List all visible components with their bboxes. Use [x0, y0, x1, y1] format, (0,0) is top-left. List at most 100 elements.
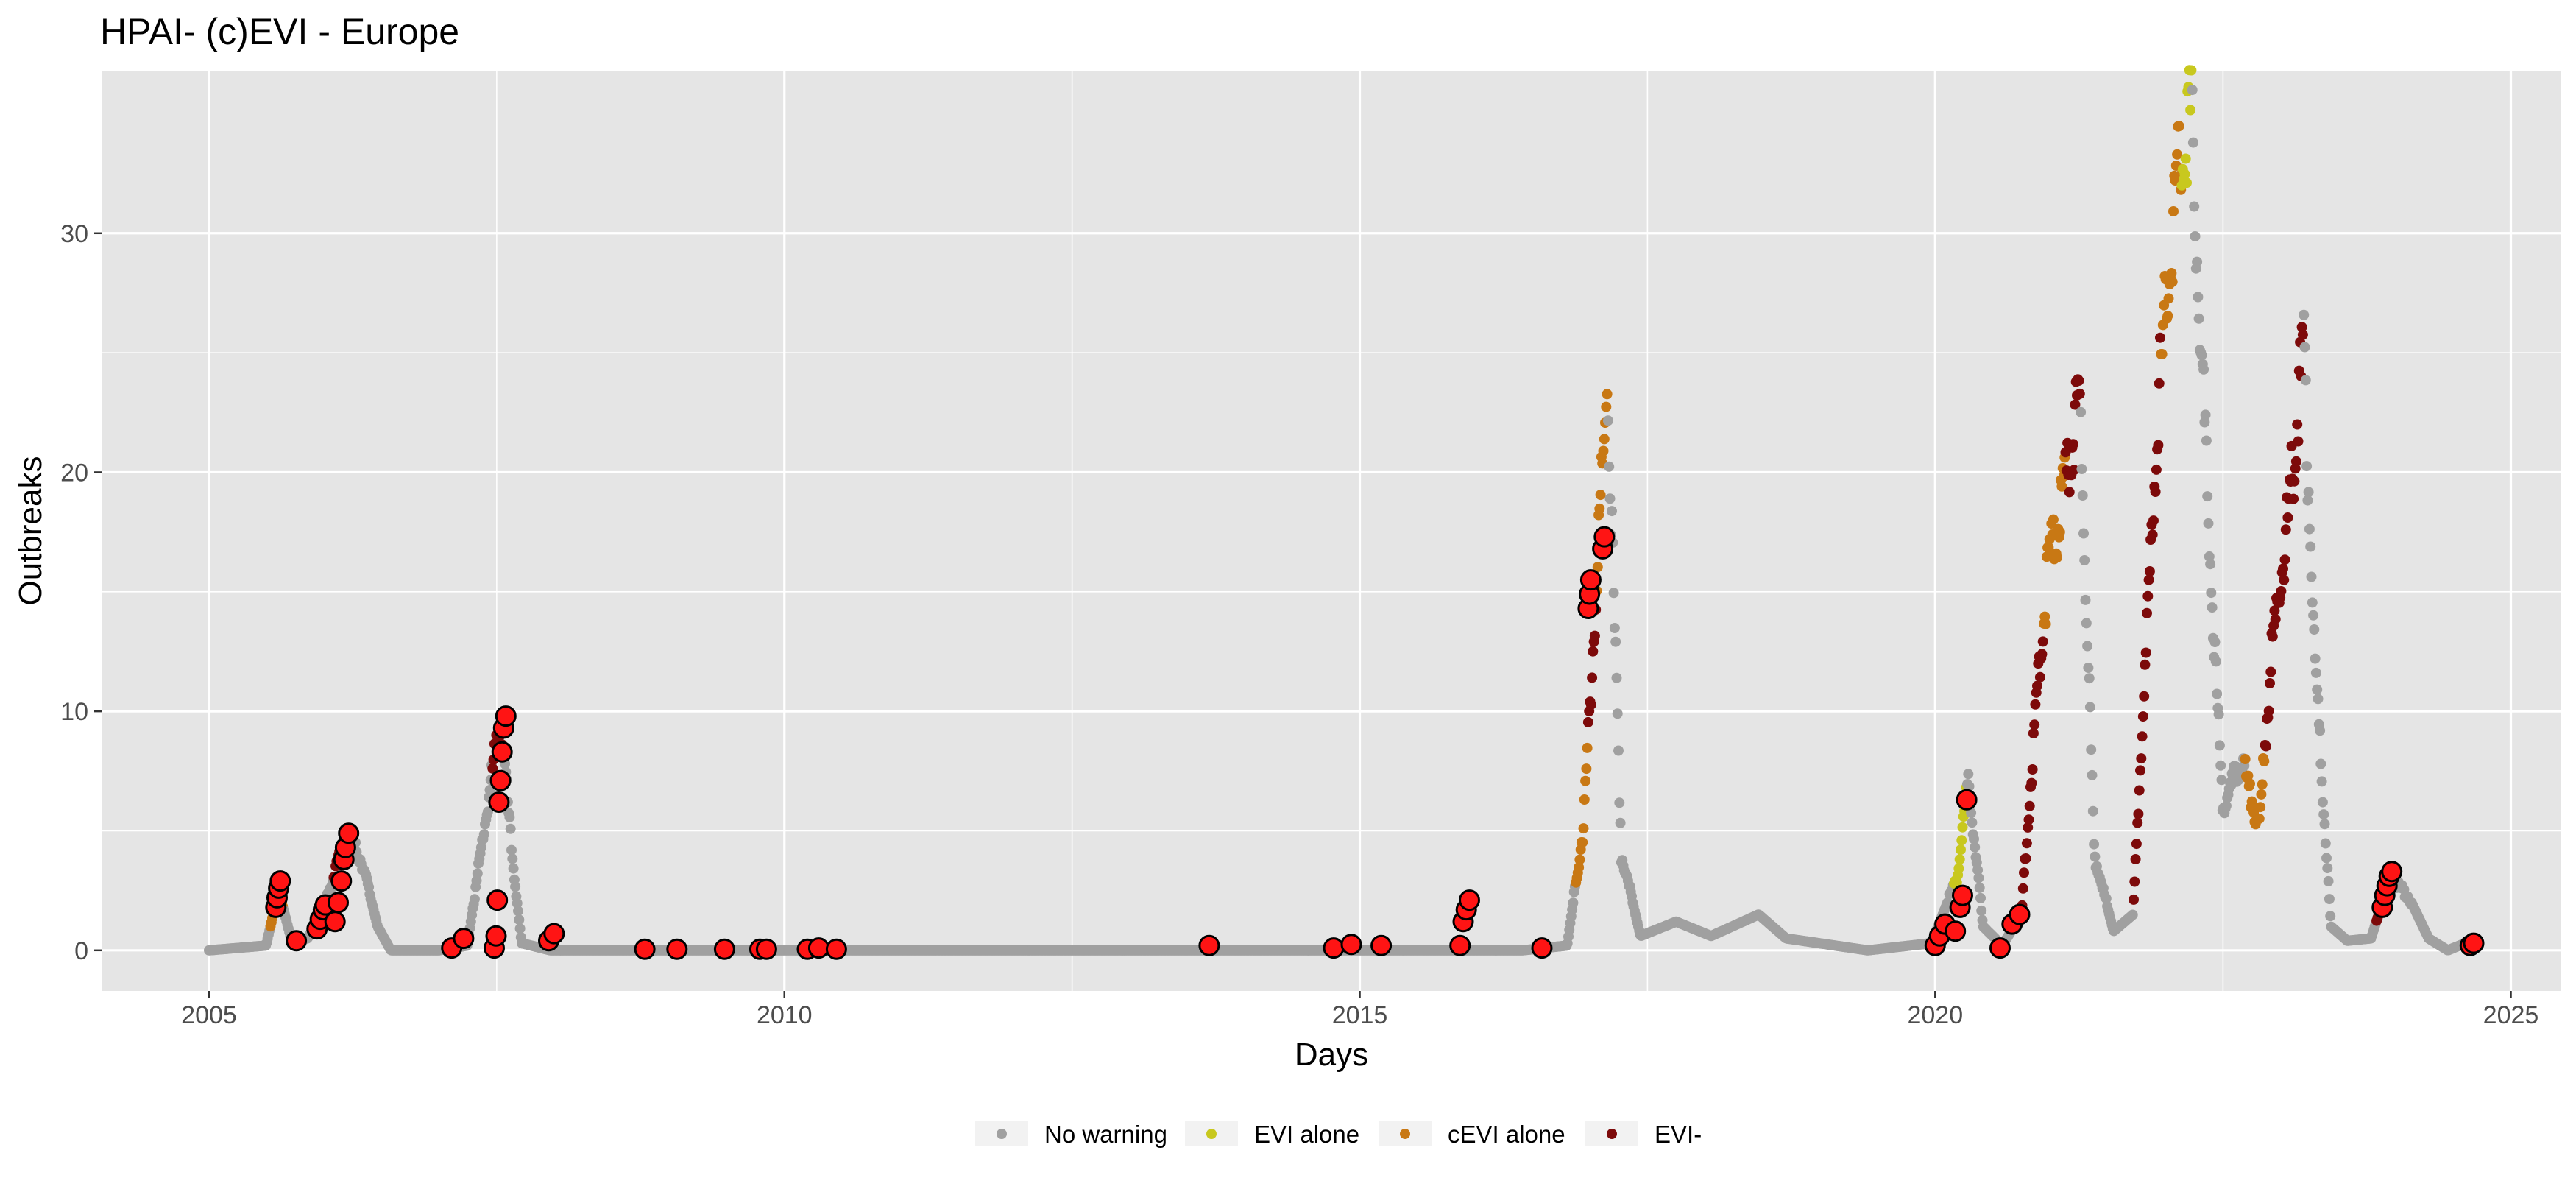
outbreak-marker: [1531, 937, 1553, 959]
series-point: [1964, 781, 1975, 791]
legend-label-evi_both: EVI-: [1655, 1121, 1702, 1148]
series-point: [1976, 905, 1987, 916]
series-point: [1972, 864, 1984, 875]
series-point: [2304, 523, 2315, 535]
outbreak-marker: [825, 938, 847, 960]
y-tick-label: 0: [74, 937, 88, 965]
series-point: [2296, 322, 2307, 333]
series-point: [2132, 817, 2143, 828]
series-point: [2034, 671, 2045, 683]
series-point: [514, 923, 526, 934]
series-point: [1975, 892, 1986, 903]
series-point: [2140, 647, 2151, 658]
series-point: [512, 897, 523, 909]
series-point: [2143, 574, 2154, 585]
series-point: [2090, 851, 2101, 862]
series-point: [2300, 375, 2311, 386]
series-point: [1609, 623, 1620, 633]
series-point: [2076, 464, 2087, 474]
series-point: [1602, 389, 1613, 400]
series-point: [2056, 481, 2067, 492]
series-point: [2070, 399, 2081, 410]
outbreak-marker: [286, 930, 308, 952]
series-point: [1578, 823, 1589, 834]
series-point: [2064, 487, 2075, 498]
series-point: [2032, 680, 2042, 691]
y-tick-label: 20: [60, 459, 88, 487]
series-point: [2023, 814, 2034, 825]
series-point: [2020, 853, 2031, 864]
series-point: [2069, 465, 2080, 476]
series-point: [2196, 350, 2207, 361]
series-point: [2017, 883, 2028, 894]
series-point: [2076, 406, 2087, 417]
series-point: [2317, 797, 2328, 808]
series-point: [1581, 763, 1592, 775]
series-point: [2221, 800, 2232, 811]
y-axis-title: Outbreaks: [13, 456, 49, 606]
series-point: [482, 806, 493, 817]
series-point: [2180, 153, 2191, 164]
series-point: [1604, 461, 1615, 472]
series-point: [2037, 649, 2048, 660]
outbreak-marker: [1459, 889, 1480, 911]
series-point: [2315, 758, 2326, 769]
series-point: [1967, 817, 1978, 828]
outbreak-marker: [488, 791, 510, 813]
series-point: [2201, 435, 2212, 446]
series-point: [2259, 756, 2270, 766]
series-point: [2270, 614, 2281, 625]
series-point: [2307, 597, 2318, 608]
series-point: [1604, 493, 1616, 504]
series-point: [1574, 862, 1585, 873]
series-point: [2189, 201, 2200, 212]
series-point: [2306, 571, 2317, 582]
series-point: [1974, 882, 1985, 893]
series-point: [1614, 797, 1625, 808]
series-point: [2101, 893, 2112, 904]
series-point: [1589, 630, 1600, 641]
series-point: [2144, 566, 2155, 576]
series-point: [2209, 637, 2221, 648]
x-axis-title: Days: [1295, 1037, 1368, 1073]
x-axis-ticks: 2005 2010 2015 2020 2025: [181, 991, 2538, 1029]
series-point: [2163, 293, 2174, 304]
series-point: [2319, 819, 2330, 830]
series-point: [1951, 877, 1962, 888]
series-point: [2027, 764, 2038, 775]
series-point: [2315, 725, 2326, 736]
series-point: [2325, 911, 2336, 922]
series-point: [2192, 256, 2203, 267]
outbreak-marker: [1579, 569, 1602, 591]
gridlines: [102, 71, 2561, 991]
series-point: [1594, 503, 1605, 514]
legend-label-evi_alone: EVI alone: [1254, 1121, 1359, 1148]
outbreak-marker: [1593, 526, 1616, 548]
series-point: [2257, 779, 2268, 790]
series-point: [2054, 526, 2065, 537]
outbreak-marker: [495, 705, 517, 727]
outbreak-marker: [453, 928, 475, 950]
x-tick-label: 2005: [181, 1001, 237, 1029]
series-point: [1585, 699, 1596, 710]
series-point: [1615, 817, 1626, 828]
series-point: [2297, 329, 2308, 340]
series-point: [2265, 666, 2276, 677]
series-point: [1579, 794, 1590, 805]
series-point: [2187, 137, 2198, 148]
series-point: [513, 906, 523, 917]
series-point: [2203, 518, 2214, 529]
outbreak-marker: [1945, 920, 1967, 942]
series-point: [2140, 659, 2151, 670]
series-point: [2186, 65, 2197, 76]
series-point: [2322, 863, 2333, 874]
series-point: [2151, 464, 2162, 475]
series-point: [2200, 409, 2211, 420]
series-point: [2166, 268, 2177, 278]
legend: No warning EVI alone cEVI alone EVI-: [975, 1121, 1702, 1148]
series-point: [2308, 610, 2319, 621]
series-point: [2282, 512, 2293, 523]
series-point: [505, 823, 516, 834]
series-point: [2084, 702, 2095, 713]
series-point: [2150, 487, 2161, 497]
